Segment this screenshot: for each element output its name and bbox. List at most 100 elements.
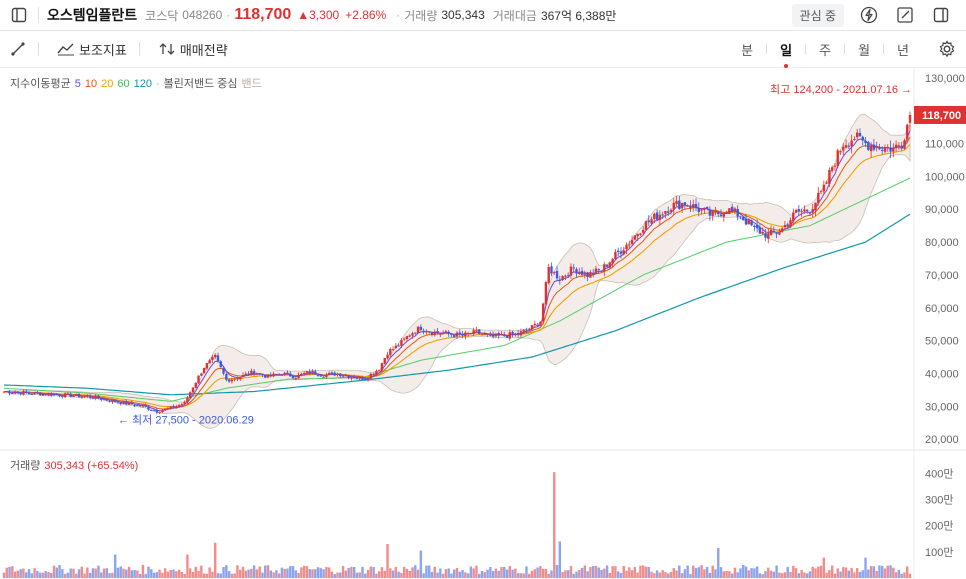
candle-body xyxy=(730,206,734,211)
candle-body xyxy=(88,396,92,398)
candle-body xyxy=(861,136,864,141)
y-tick-label: 30,000 xyxy=(925,401,959,413)
sidebar-toggle-icon[interactable] xyxy=(8,4,30,26)
period-week[interactable]: 주 xyxy=(819,42,832,58)
candle-body xyxy=(744,219,748,225)
candle-body xyxy=(686,205,689,207)
volume-bar xyxy=(875,570,878,578)
candle-body xyxy=(333,372,336,376)
candle-body xyxy=(817,192,820,204)
volume-bar xyxy=(233,573,236,578)
volume-bar xyxy=(372,566,375,578)
edit-icon[interactable] xyxy=(894,4,916,26)
volume-bar xyxy=(842,567,845,578)
volume-bar xyxy=(394,566,398,578)
volume-bar xyxy=(647,566,650,578)
candle-body xyxy=(325,374,328,378)
chart-toolbar: 보조지표 매매전략 분 일 주 월 년 xyxy=(0,31,966,68)
candle-body xyxy=(658,214,662,220)
volume-bar xyxy=(750,568,753,578)
candle-body xyxy=(814,202,817,211)
volume-bar xyxy=(719,567,723,578)
volume-bar xyxy=(302,565,306,578)
candle-body xyxy=(222,367,225,374)
candle-body xyxy=(630,239,634,244)
period-minute[interactable]: 분 xyxy=(741,42,754,58)
volume-bar xyxy=(658,572,662,578)
candle-body xyxy=(625,244,628,250)
candle-body xyxy=(508,332,512,339)
volume-bar xyxy=(122,568,125,578)
volume-bar xyxy=(336,572,339,578)
candle-body xyxy=(589,271,592,278)
candle-body xyxy=(505,335,509,338)
candle-body xyxy=(755,224,759,229)
volume-bar xyxy=(38,572,42,578)
amount-value: 367억 6,388만 xyxy=(540,8,617,23)
candle-body xyxy=(772,230,776,232)
volume-bar xyxy=(347,568,350,578)
split-panel-icon[interactable] xyxy=(930,4,952,26)
y-tick-label: 60,000 xyxy=(925,303,959,315)
volume-tick-label: 100만 xyxy=(925,546,953,559)
volume-bar xyxy=(683,569,687,578)
volume-bar xyxy=(355,572,359,578)
candle-body xyxy=(355,377,359,379)
volume-bar xyxy=(586,571,589,578)
candle-body xyxy=(191,387,195,393)
candle-body xyxy=(708,209,712,216)
volume-bar xyxy=(55,567,59,578)
candle-body xyxy=(408,335,411,337)
y-tick-label: 130,000 xyxy=(925,73,965,85)
ma20-label: 20 xyxy=(101,78,114,90)
candle-body xyxy=(769,229,773,235)
volume-bar xyxy=(572,573,575,578)
candle-body xyxy=(680,202,684,209)
indicators-button[interactable]: 보조지표 xyxy=(57,40,127,59)
volume-bar xyxy=(536,567,539,578)
volume-bar xyxy=(541,568,545,578)
price-chart[interactable]: 130,000120,000110,000100,00090,00080,000… xyxy=(0,68,966,579)
volume-bar xyxy=(147,566,150,578)
candle-body xyxy=(875,146,878,149)
volume-bar xyxy=(878,565,881,578)
volume-bar xyxy=(202,573,206,578)
volume-bar xyxy=(797,573,801,578)
candle-body xyxy=(822,184,826,192)
period-month[interactable]: 월 xyxy=(858,42,871,58)
volume-bar xyxy=(430,571,434,578)
candle-body xyxy=(903,140,906,149)
volume-bar xyxy=(200,565,203,578)
strategy-button[interactable]: 매매전략 xyxy=(158,40,228,59)
candle-body xyxy=(205,363,209,369)
candle-body xyxy=(611,258,614,264)
period-day[interactable]: 일 xyxy=(767,40,805,68)
volume-bar xyxy=(36,570,39,578)
candle-body xyxy=(622,250,625,255)
candle-body xyxy=(405,336,409,339)
period-year[interactable]: 년 xyxy=(897,42,909,58)
candle-body xyxy=(208,360,211,364)
ma20-line xyxy=(3,144,911,408)
draw-line-tool[interactable] xyxy=(10,41,26,57)
candle-body xyxy=(475,330,478,332)
volume-bar xyxy=(205,573,209,578)
candle-body xyxy=(422,330,425,332)
volume-bar xyxy=(700,565,703,578)
candle-body xyxy=(525,329,528,331)
volume-bar xyxy=(908,573,912,578)
volume-bar xyxy=(761,574,764,578)
volume-bar xyxy=(850,567,853,578)
candle-body xyxy=(869,145,873,152)
volume-bar xyxy=(22,568,25,578)
volume-bar xyxy=(475,565,478,578)
settings-gear-icon[interactable] xyxy=(936,38,958,60)
candle-body xyxy=(694,203,698,209)
y-tick-label: 20,000 xyxy=(925,434,959,446)
lightning-icon[interactable] xyxy=(858,4,880,26)
candle-body xyxy=(219,361,222,368)
candle-body xyxy=(647,220,650,223)
watchlist-button[interactable]: 관심 중 xyxy=(791,3,844,27)
volume-bar xyxy=(441,573,445,578)
volume-bar xyxy=(389,568,392,578)
